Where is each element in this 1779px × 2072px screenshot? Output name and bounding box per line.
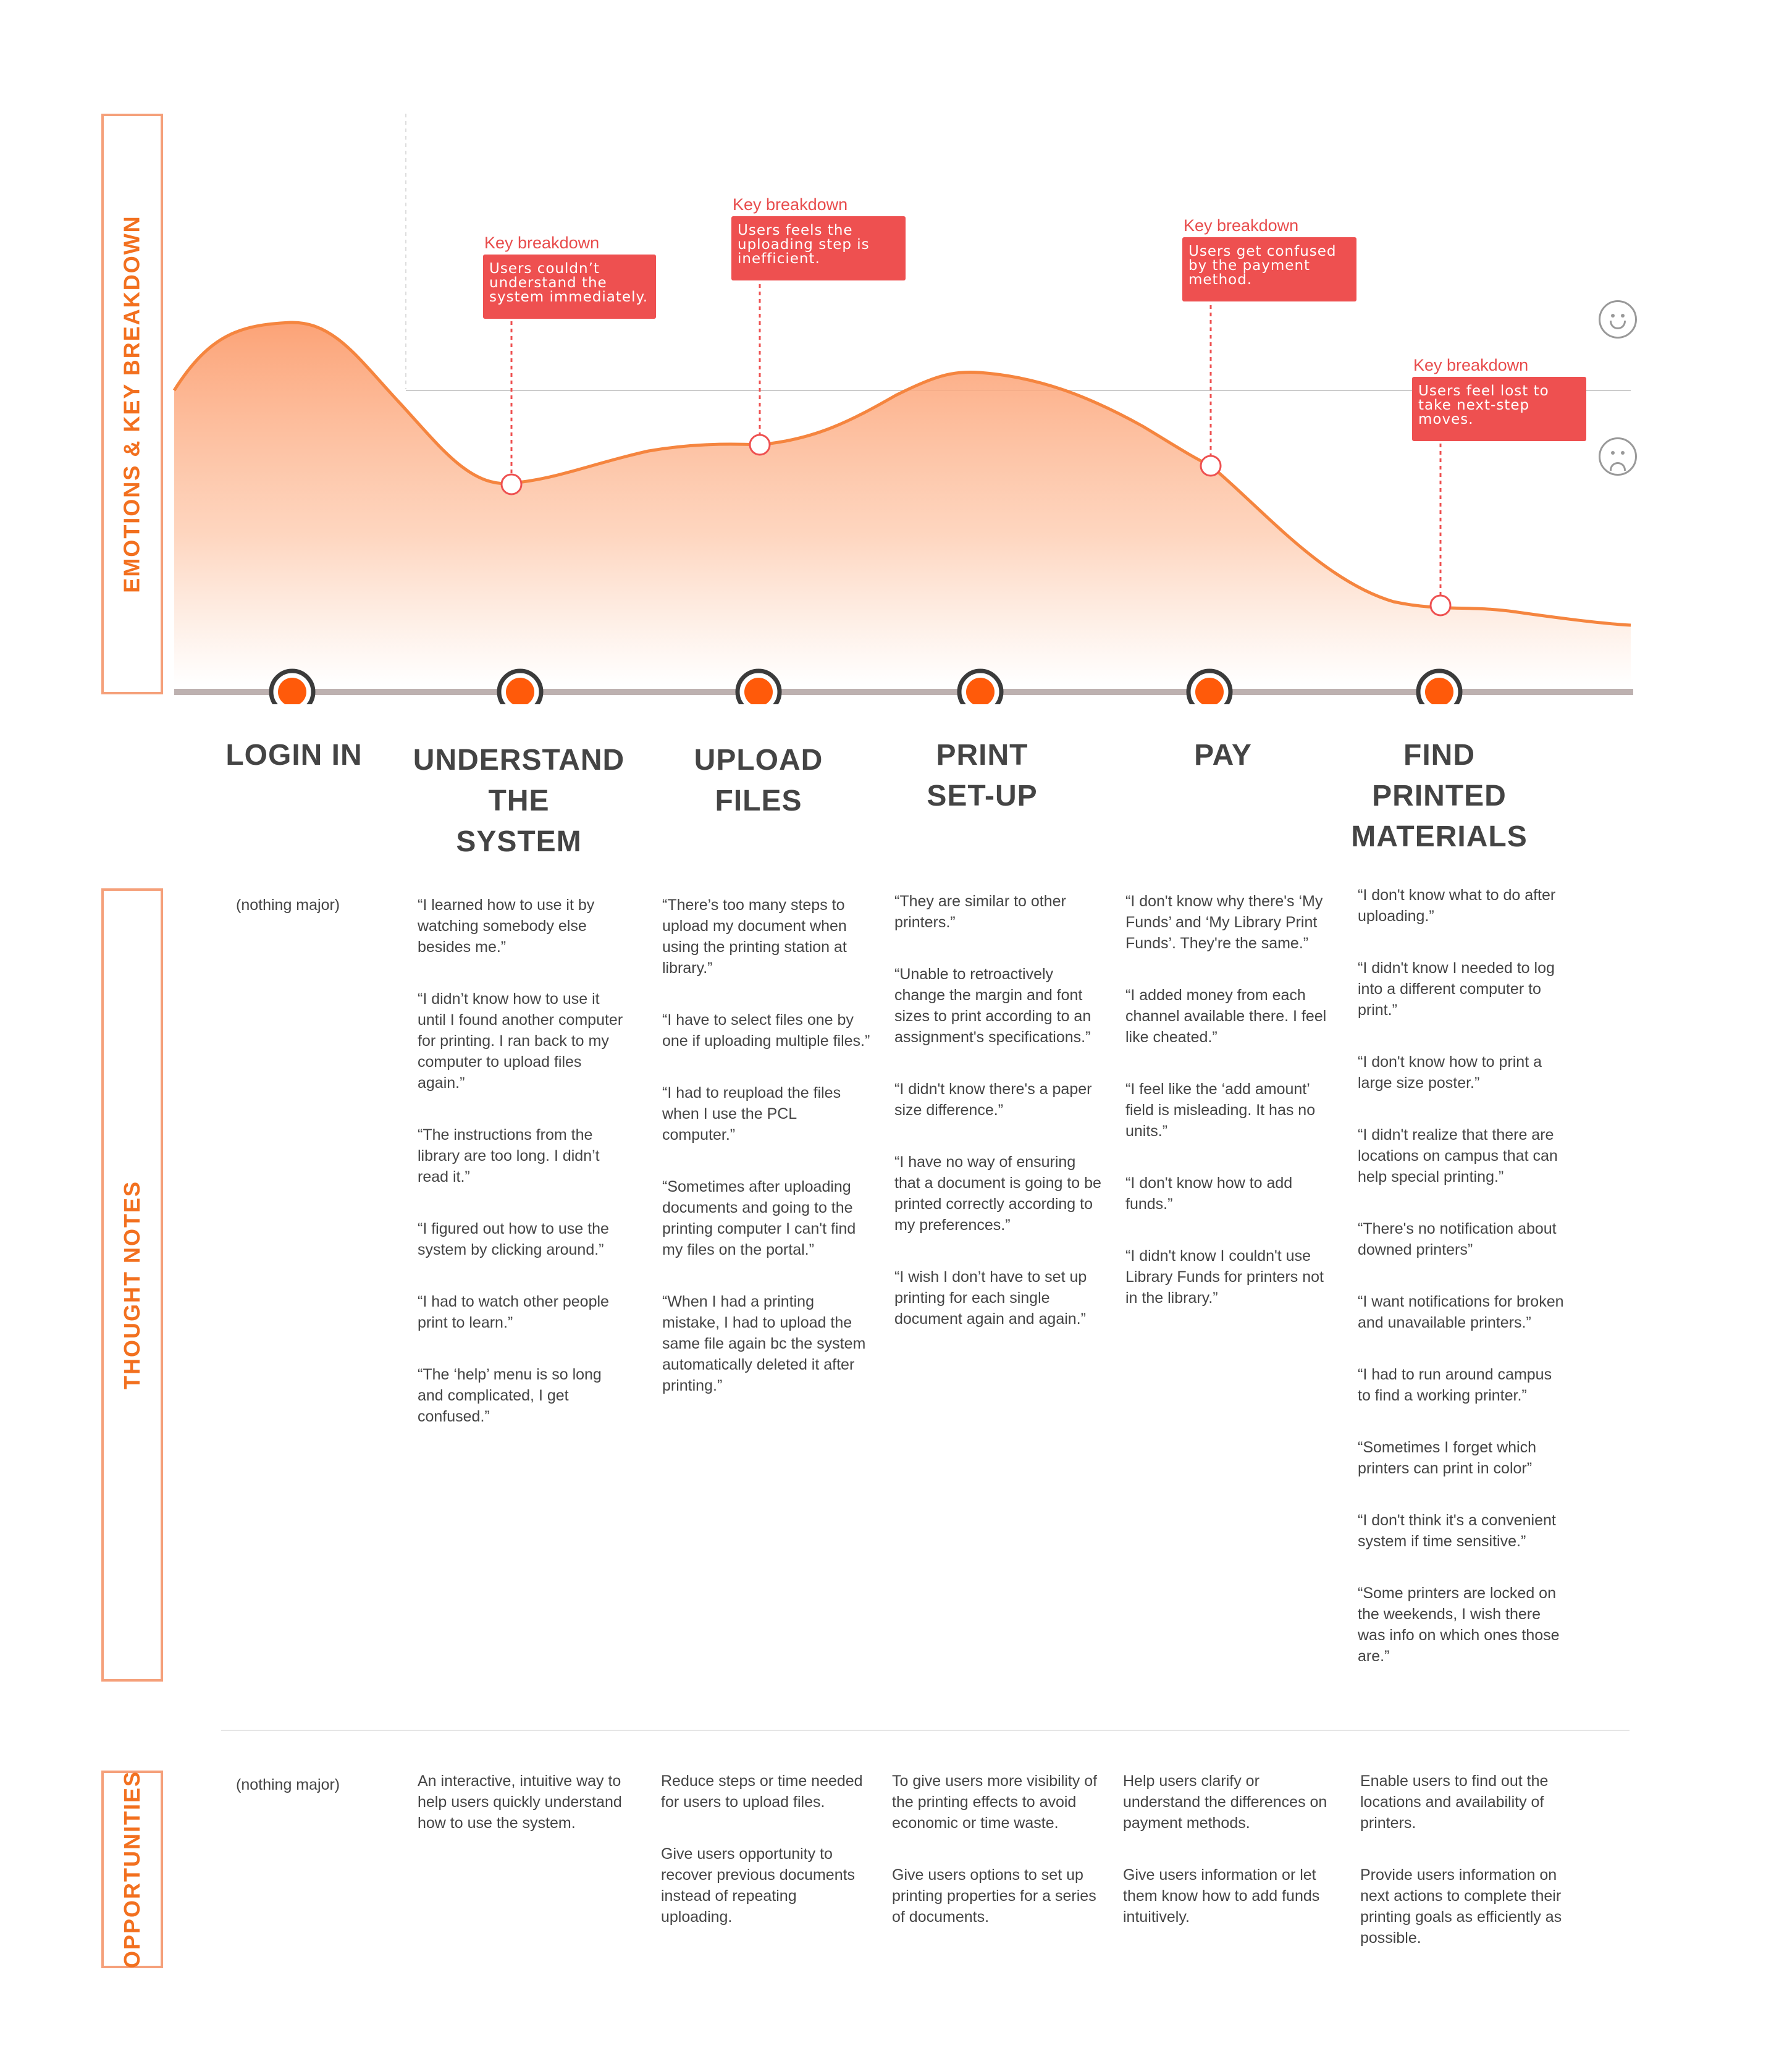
thought-note: “The ‘help’ menu is so long and complica… bbox=[418, 1366, 602, 1425]
frown-icon bbox=[1599, 437, 1637, 476]
thoughts-section-label: THOUGHT NOTES bbox=[119, 1181, 145, 1389]
opportunity-note: Give users opportunity to recover previo… bbox=[661, 1845, 856, 1926]
thought-note: “Sometimes I forget which printers can p… bbox=[1358, 1439, 1536, 1477]
thought-note: “Some printers are locked on the weekend… bbox=[1358, 1585, 1560, 1665]
thought-note: “Sometimes after uploading documents and… bbox=[662, 1178, 856, 1258]
opportunities-column-understand: An interactive, intuitive way to help us… bbox=[418, 1771, 628, 1864]
thought-note: “I figured out how to use the system by … bbox=[418, 1220, 609, 1258]
thought-note: “I have to select files one by one if up… bbox=[662, 1011, 870, 1050]
opportunities-column-find: Enable users to find out the locations a… bbox=[1360, 1771, 1570, 1979]
thought-note: “The instructions from the library are t… bbox=[418, 1126, 600, 1186]
thought-note: “I had to watch other people print to le… bbox=[418, 1293, 609, 1331]
thought-note: “Unable to retroactively change the marg… bbox=[894, 966, 1091, 1046]
opportunity-note: Reduce steps or time needed for users to… bbox=[661, 1772, 863, 1811]
smiley-icon bbox=[1599, 300, 1637, 339]
stage-marker-find-dot bbox=[1425, 678, 1453, 704]
emotion-curve bbox=[172, 321, 1631, 627]
stage-marker-printsetup-dot bbox=[966, 678, 995, 704]
emotion-curve-diagram bbox=[172, 114, 1633, 704]
opportunity-note: Give users options to set up printing pr… bbox=[892, 1866, 1096, 1926]
stage-title-pay: PAY bbox=[1194, 739, 1252, 772]
thought-note: “I didn't realize that there are locatio… bbox=[1358, 1126, 1558, 1186]
thought-note: “I have no way of ensuring that a docume… bbox=[894, 1153, 1101, 1234]
breakdown-label-3: Key breakdown bbox=[1184, 216, 1299, 235]
breakdown-label-2: Key breakdown bbox=[733, 195, 848, 214]
thought-note: “I didn’t know how to use it until I fou… bbox=[418, 990, 623, 1092]
breakdown-point-2 bbox=[749, 434, 771, 456]
stage-marker-upload-dot bbox=[744, 678, 773, 704]
thoughts-column-pay: “I don't know why there's ‘My Funds’ and… bbox=[1125, 891, 1335, 1339]
thought-note: “There’s too many steps to upload my doc… bbox=[662, 896, 847, 977]
opportunities-column-login: (nothing major) bbox=[236, 1774, 397, 1826]
thought-note: “I feel like the ‘add amount’ field is m… bbox=[1125, 1080, 1316, 1140]
stage-title-printsetup: PRINT SET-UP bbox=[927, 739, 1038, 812]
breakdown-point-3 bbox=[1200, 455, 1222, 477]
opportunity-note: To give users more visibility of the pri… bbox=[892, 1772, 1098, 1832]
thought-note: “I don't think it's a convenient system … bbox=[1358, 1512, 1556, 1550]
thoughts-column-login: (nothing major) bbox=[236, 895, 397, 946]
thought-note: (nothing major) bbox=[236, 896, 340, 914]
stage-title-find: FIND PRINTED MATERIALS bbox=[1351, 739, 1528, 853]
thought-note: “I don't know how to print a large size … bbox=[1358, 1053, 1542, 1092]
thoughts-column-printsetup: “They are similar to other printers.” “U… bbox=[894, 891, 1104, 1360]
thought-note: “I didn't know I needed to log into a di… bbox=[1358, 959, 1555, 1019]
thought-note: “I added money from each channel availab… bbox=[1125, 987, 1327, 1046]
thought-note: “I wish I don’t have to set up printing … bbox=[894, 1268, 1087, 1328]
breakdown-point-4 bbox=[1429, 594, 1452, 617]
breakdown-box-2: Users feels the uploading step is ineffi… bbox=[731, 216, 906, 280]
thought-note: “There's no notification about downed pr… bbox=[1358, 1220, 1557, 1258]
thought-note: “I had to run around campus to find a wo… bbox=[1358, 1366, 1552, 1404]
thought-note: “I don't know how to add funds.” bbox=[1125, 1174, 1293, 1213]
thoughts-column-understand: “I learned how to use it by watching som… bbox=[418, 895, 628, 1458]
stage-marker-pay-dot bbox=[1195, 678, 1224, 704]
breakdown-label-1: Key breakdown bbox=[484, 234, 600, 252]
opportunity-note: Help users clarify or understand the dif… bbox=[1123, 1772, 1327, 1832]
thoughts-column-find: “I don't know what to do after uploading… bbox=[1358, 885, 1568, 1698]
breakdown-label-4: Key breakdown bbox=[1413, 356, 1529, 374]
opportunities-section-frame: OPPORTUNITIES bbox=[101, 1771, 163, 1968]
opportunities-column-pay: Help users clarify or understand the dif… bbox=[1123, 1771, 1333, 1958]
opportunities-section-label: OPPORTUNITIES bbox=[119, 1770, 145, 1969]
thought-note: “I don't know what to do after uploading… bbox=[1358, 886, 1556, 925]
thought-note: “I don't know why there's ‘My Funds’ and… bbox=[1125, 893, 1323, 952]
breakdown-box-4: Users feel lost to take next-step moves. bbox=[1412, 377, 1586, 441]
thought-note: “They are similar to other printers.” bbox=[894, 893, 1066, 931]
thought-note: “I learned how to use it by watching som… bbox=[418, 896, 595, 956]
thought-note: “I didn't know I couldn't use Library Fu… bbox=[1125, 1247, 1324, 1307]
stage-marker-understand-dot bbox=[506, 678, 534, 704]
breakdown-box-1: Users couldn’t understand the system imm… bbox=[483, 255, 656, 319]
breakdown-point-1 bbox=[500, 473, 523, 495]
thought-note: “When I had a printing mistake, I had to… bbox=[662, 1293, 866, 1394]
opportunity-note: Enable users to find out the locations a… bbox=[1360, 1772, 1549, 1832]
thought-note: “I didn't know there's a paper size diff… bbox=[894, 1080, 1092, 1119]
emotion-area bbox=[174, 322, 1631, 691]
opportunity-note: An interactive, intuitive way to help us… bbox=[418, 1772, 622, 1832]
opportunity-note: Give users information or let them know … bbox=[1123, 1866, 1320, 1926]
opportunity-note: Provide users information on next action… bbox=[1360, 1866, 1562, 1947]
stage-title-understand: UNDERSTAND THE SYSTEM bbox=[413, 744, 625, 858]
section-divider bbox=[221, 1730, 1630, 1731]
stage-title-upload: UPLOAD FILES bbox=[694, 744, 823, 817]
emotions-section-frame: EMOTIONS & KEY BREAKDOWN bbox=[101, 114, 163, 694]
stage-title-login: LOGIN IN bbox=[225, 739, 363, 772]
stage-marker-login-dot bbox=[278, 678, 306, 704]
thought-note: “I want notifications for broken and una… bbox=[1358, 1293, 1564, 1331]
opportunities-column-printsetup: To give users more visibility of the pri… bbox=[892, 1771, 1102, 1958]
opportunity-note: (nothing major) bbox=[236, 1776, 340, 1793]
thoughts-section-frame: THOUGHT NOTES bbox=[101, 888, 163, 1682]
thoughts-column-upload: “There’s too many steps to upload my doc… bbox=[662, 895, 872, 1427]
stage-markers bbox=[269, 668, 1463, 704]
breakdown-box-3: Users get confused by the payment method… bbox=[1182, 237, 1356, 301]
opportunities-column-upload: Reduce steps or time needed for users to… bbox=[661, 1771, 871, 1958]
thought-note: “I had to reupload the files when I use … bbox=[662, 1084, 841, 1143]
